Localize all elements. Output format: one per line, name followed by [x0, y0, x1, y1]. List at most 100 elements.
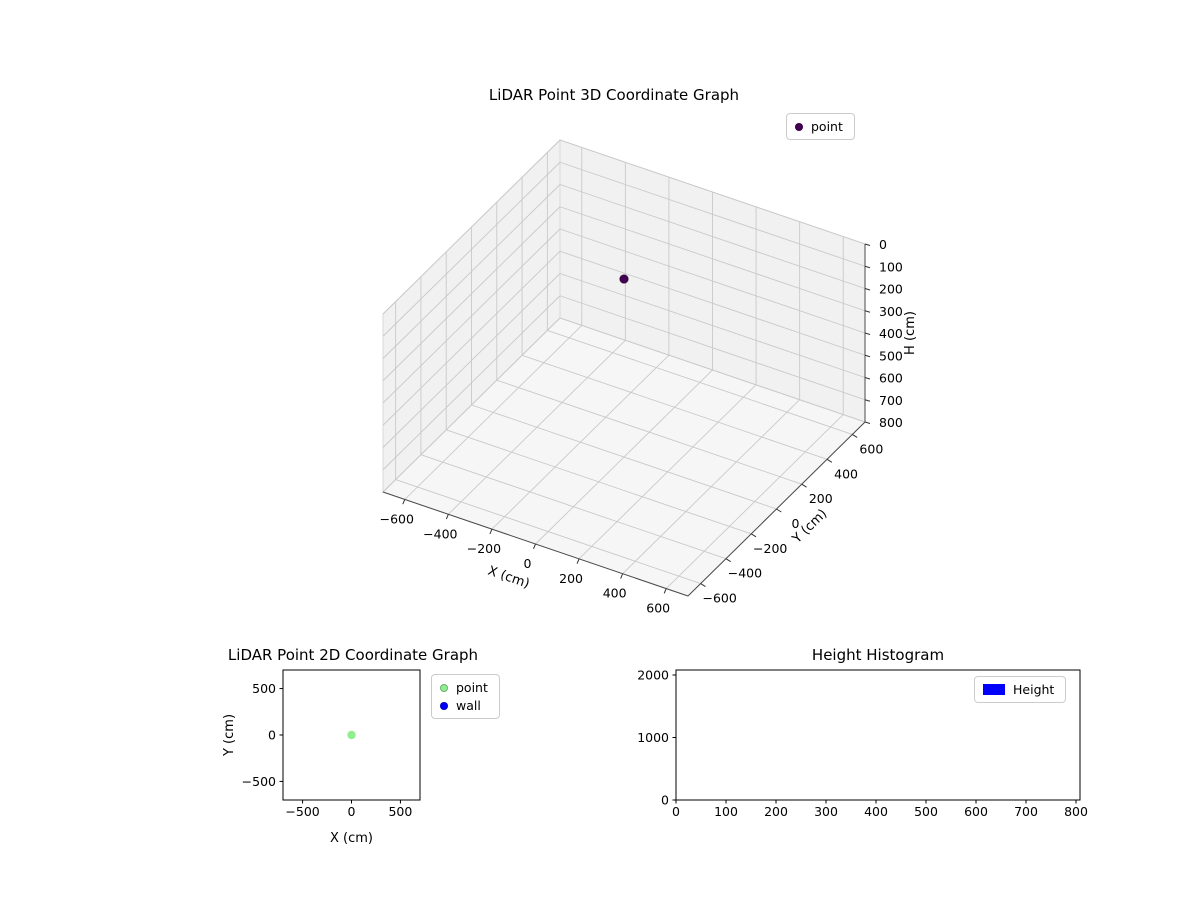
data-point — [347, 730, 356, 740]
grid-line — [521, 354, 828, 460]
tick-label: 800 — [1064, 804, 1088, 819]
tick-label: 400 — [834, 466, 858, 481]
plot-3d-legend: point — [786, 113, 855, 140]
tick — [725, 558, 731, 563]
grid-line — [559, 317, 866, 423]
grid-line — [382, 206, 561, 382]
grid-line — [559, 250, 866, 356]
tick-label: 0 — [348, 804, 356, 819]
tick-label: 600 — [859, 441, 883, 456]
tick-label: 400 — [603, 586, 627, 601]
tick — [750, 533, 757, 538]
grid-line — [559, 206, 866, 312]
tick-label: 100 — [879, 259, 903, 274]
grid-line — [382, 250, 561, 426]
histogram-title: Height Histogram — [811, 646, 945, 664]
tick-label: 700 — [1014, 804, 1038, 819]
tick-label: 400 — [879, 326, 903, 341]
tick-label: 2000 — [637, 668, 669, 683]
plot-2d-title: LiDAR Point 2D Coordinate Graph — [227, 646, 479, 664]
tick-label: −500 — [285, 804, 319, 819]
z-axis-label: H (cm) — [903, 311, 918, 355]
tick-label: 200 — [559, 571, 583, 586]
grid-line — [471, 404, 777, 510]
tick-label: 0 — [672, 804, 680, 819]
tick-label: 1000 — [637, 730, 669, 745]
tick — [402, 499, 406, 505]
tick-label: 600 — [879, 371, 903, 386]
grid-line — [547, 330, 853, 435]
tick-label: 600 — [646, 601, 670, 616]
tick — [864, 399, 871, 402]
legend-dot-marker — [440, 683, 448, 692]
tick-label: 500 — [879, 348, 903, 363]
tick — [620, 573, 624, 579]
tick — [864, 265, 871, 269]
grid-line — [382, 295, 561, 471]
grid-line — [559, 295, 866, 401]
grid-line — [559, 161, 866, 267]
tick — [864, 310, 871, 313]
plot-3d-canvas: −600−400−2000200400600−600−400−200020040… — [380, 138, 918, 616]
tick — [700, 583, 706, 587]
tick — [445, 514, 449, 520]
tick — [533, 543, 536, 549]
tick — [864, 354, 871, 358]
plot-3d-title: LiDAR Point 3D Coordinate Graph — [488, 86, 740, 104]
tick — [864, 377, 871, 380]
legend-item: point — [440, 680, 488, 695]
legend-label: wall — [456, 698, 481, 713]
tick-label: 800 — [879, 415, 903, 430]
tick-label: 0 — [661, 793, 669, 808]
tick-label: 200 — [879, 282, 903, 297]
tick-label: 0 — [524, 556, 532, 571]
grid-line — [382, 161, 561, 337]
tick-label: −400 — [423, 526, 457, 541]
grid-line — [382, 273, 561, 448]
tick-label: 300 — [814, 804, 838, 819]
y-axis-label: Y (cm) — [222, 714, 237, 757]
tick-label: 500 — [388, 804, 412, 819]
tick-label: 0 — [268, 728, 276, 743]
tick — [489, 528, 493, 535]
legend-label: point — [456, 680, 488, 695]
tick-label: 300 — [879, 304, 903, 319]
plot-2d-canvas: −500 0 500 −500 0 500 X (cm) Y (cm) — [222, 669, 421, 846]
legend-label: point — [811, 119, 843, 134]
histogram-legend: Height — [974, 676, 1067, 703]
tick — [852, 434, 858, 438]
tick — [864, 243, 871, 246]
tick-label: 400 — [864, 804, 888, 819]
data-point-3d — [619, 274, 629, 284]
legend-dot-marker — [440, 701, 448, 710]
tick — [864, 332, 871, 335]
grid-line — [559, 228, 866, 334]
grid-line — [559, 184, 866, 289]
plot-2d-legend: point wall — [431, 674, 500, 719]
grid-line — [395, 479, 701, 584]
tick — [663, 588, 667, 594]
grid-line — [420, 454, 727, 560]
tick-label: −500 — [242, 774, 276, 789]
tick-label: 700 — [879, 393, 903, 408]
tick-label: 100 — [714, 804, 738, 819]
tick-label: 500 — [914, 804, 938, 819]
grid-line — [559, 139, 866, 245]
tick — [801, 483, 807, 488]
histogram-canvas: 0 100 200 300 400 500 600 700 800 0 1000 2000 — [637, 668, 1088, 820]
tick-label: −200 — [467, 541, 501, 556]
axes-frame — [675, 669, 1081, 801]
tick — [576, 558, 580, 564]
x-axis-label: X (cm) — [330, 831, 373, 846]
grid-line — [382, 317, 561, 493]
legend-item: wall — [440, 698, 488, 713]
grid-line — [496, 379, 802, 485]
tick-label: −600 — [380, 511, 414, 526]
grid-line — [446, 429, 752, 535]
tick-label: 200 — [764, 804, 788, 819]
grid-line — [382, 184, 561, 359]
tick-label: 0 — [792, 516, 800, 531]
tick — [864, 421, 871, 424]
tick-label: 0 — [879, 237, 887, 252]
